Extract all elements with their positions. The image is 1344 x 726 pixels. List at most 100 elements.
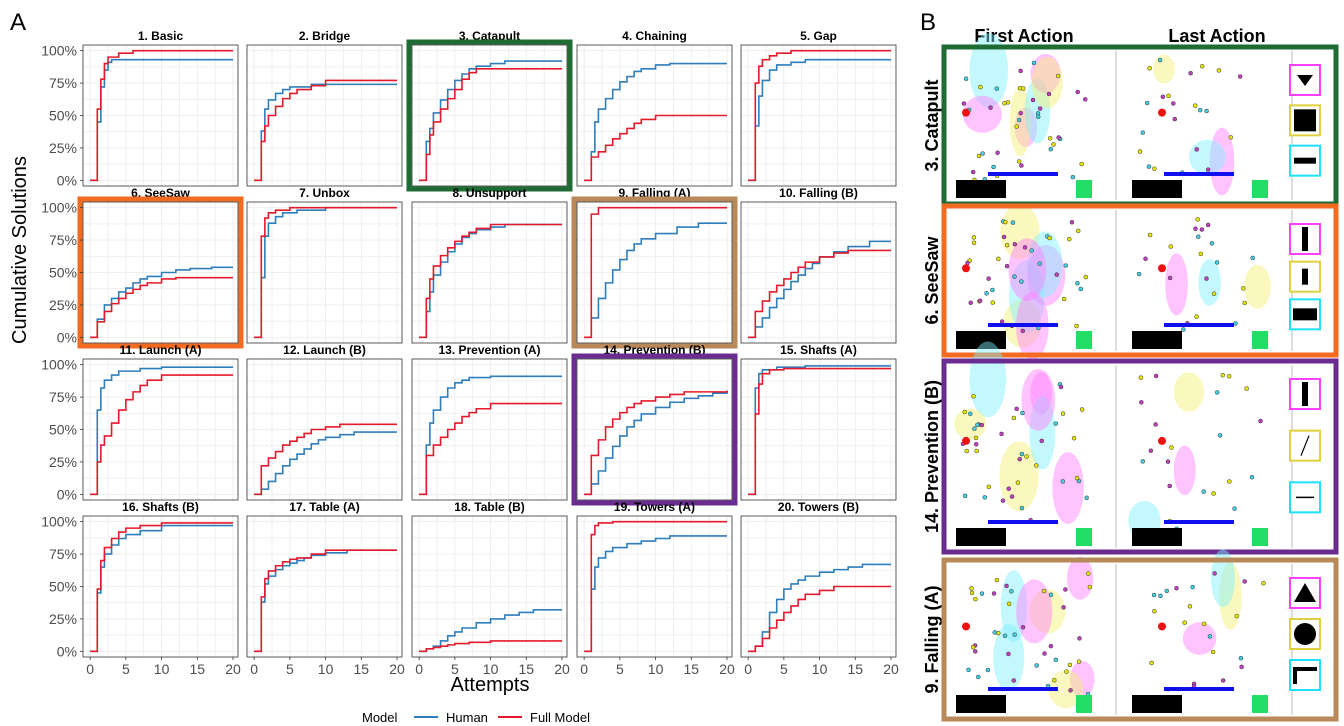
- x-tick-label: 5: [286, 661, 294, 677]
- panel-frame: [740, 201, 897, 344]
- human-series-line: [90, 266, 233, 339]
- action-dot: [1258, 418, 1263, 424]
- heat-blob: [1016, 579, 1053, 644]
- human-series-line: [748, 240, 891, 339]
- action-dot: [1140, 459, 1146, 464]
- action-dot: [1061, 605, 1066, 610]
- action-dot: [1220, 372, 1226, 378]
- action-dot: [1211, 491, 1216, 496]
- y-tick-label: 50%: [49, 265, 77, 281]
- action-dot: [1019, 451, 1025, 457]
- target-ball: [962, 622, 970, 631]
- action-dot: [1168, 244, 1173, 249]
- scene-background: [948, 210, 1106, 351]
- action-dot: [1167, 483, 1172, 489]
- x-tick-label: 10: [648, 661, 664, 677]
- x-axis-title: Attempts: [451, 674, 530, 696]
- heat-blob: [1024, 77, 1051, 144]
- action-dot: [968, 411, 973, 417]
- x-tick-label: 15: [518, 661, 534, 677]
- action-dot: [1006, 651, 1011, 657]
- action-dot: [1061, 296, 1067, 302]
- action-dot: [1220, 678, 1226, 683]
- x-tick-label: 0: [580, 661, 588, 677]
- action-dot: [1002, 101, 1007, 106]
- action-dot: [1261, 580, 1266, 586]
- action-dot: [1147, 232, 1153, 238]
- action-dot: [1217, 433, 1223, 438]
- action-dot: [1017, 456, 1022, 462]
- heat-blob: [1027, 245, 1066, 306]
- action-dot: [984, 291, 989, 296]
- heat-blob: [1165, 253, 1188, 316]
- model-series-line: [254, 79, 397, 182]
- row-border: [941, 203, 1339, 358]
- action-dot: [964, 448, 969, 454]
- y-tick-label: 0%: [57, 329, 77, 345]
- action-dot: [1227, 479, 1232, 484]
- last-action-scene: [1124, 51, 1293, 200]
- action-dot: [1148, 448, 1154, 453]
- tool-shape: [1300, 435, 1310, 456]
- action-dot: [1197, 107, 1203, 113]
- action-dot: [970, 644, 976, 650]
- action-dot: [1022, 245, 1028, 250]
- action-dot: [1075, 89, 1080, 95]
- panel-frame: [411, 515, 568, 658]
- action-dot: [1242, 300, 1247, 306]
- action-dot: [1047, 136, 1053, 141]
- action-dot: [1194, 147, 1200, 152]
- action-dot: [1018, 110, 1023, 116]
- action-dot: [992, 630, 997, 635]
- action-dot: [1021, 86, 1026, 91]
- action-dot: [1037, 261, 1042, 266]
- heat-blob: [1000, 204, 1040, 260]
- tool-shape: [1293, 667, 1317, 684]
- panel-title: 8. Unsupport: [453, 186, 527, 200]
- action-dot: [1020, 410, 1025, 416]
- action-dot: [991, 591, 997, 596]
- action-dot: [973, 442, 979, 447]
- target-ball: [1158, 264, 1166, 273]
- action-dot: [1068, 688, 1073, 693]
- bar-vertical-short-icon: [1289, 260, 1321, 293]
- model-series-line: [90, 374, 233, 496]
- first-action-scene: [948, 341, 1117, 548]
- action-dot: [1151, 592, 1157, 598]
- x-tick-label: 20: [554, 661, 570, 677]
- action-dot: [1153, 373, 1159, 379]
- y-tick-label: 25%: [49, 454, 77, 470]
- chart-panel: 3. Catapult: [406, 29, 573, 192]
- chart-panel: 4. Chaining: [576, 29, 733, 187]
- model-series-line: [419, 68, 562, 182]
- heat-blob: [1066, 556, 1094, 600]
- action-dot: [962, 493, 968, 499]
- heat-blob: [1198, 259, 1221, 306]
- y-tick-label: 100%: [41, 514, 77, 530]
- x-tick-label: 20: [719, 661, 735, 677]
- action-dot: [1074, 323, 1079, 329]
- model-series-line: [584, 390, 728, 496]
- action-dot: [1067, 662, 1073, 668]
- action-dot: [1009, 589, 1014, 594]
- sim-row: 3. Catapult: [922, 33, 1339, 207]
- action-dot: [1239, 664, 1244, 670]
- action-dot: [1182, 620, 1187, 625]
- tool-shape: [1294, 109, 1316, 132]
- model-series-line: [254, 206, 397, 339]
- action-dot: [1002, 633, 1008, 639]
- action-dot: [988, 105, 993, 110]
- model-series-line: [584, 114, 727, 182]
- action-dot: [986, 276, 991, 281]
- triangle-up-icon: [1289, 577, 1321, 609]
- action-dot: [1069, 220, 1075, 225]
- panel-frame: [576, 201, 733, 344]
- goal-region: [1252, 695, 1268, 713]
- row-border: [941, 358, 1339, 555]
- action-dot: [1047, 235, 1052, 241]
- heat-blob: [1000, 570, 1027, 643]
- x-tick-label: 0: [250, 661, 258, 677]
- action-dot: [1160, 94, 1166, 100]
